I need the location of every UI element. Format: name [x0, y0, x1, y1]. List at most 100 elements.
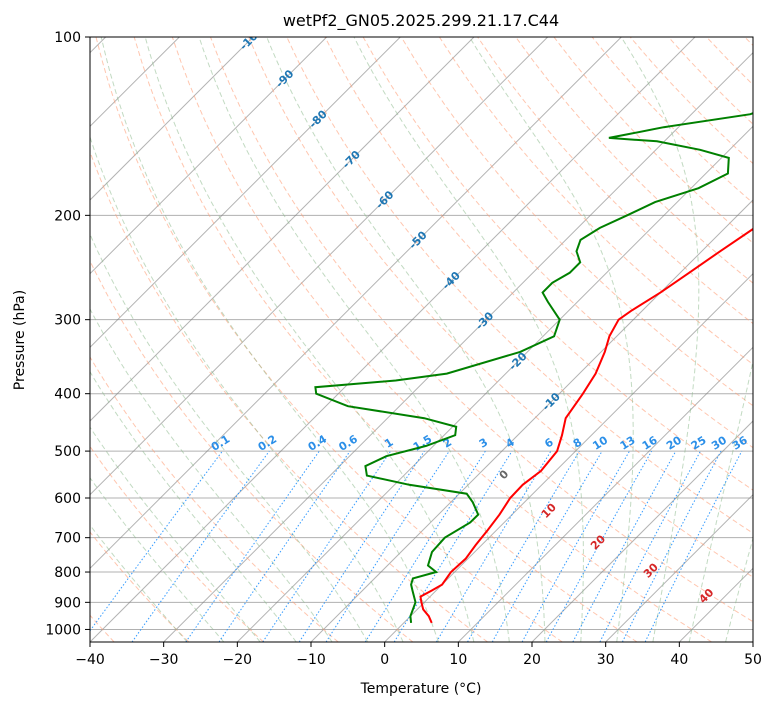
isotherm-line: [384, 272, 753, 642]
mixing-ratio-label: 30: [709, 433, 729, 452]
x-tick-label: −30: [149, 652, 179, 668]
y-tick-label: 200: [54, 208, 81, 224]
mixing-ratio-label: 6: [542, 435, 556, 450]
mixing-ratio-label: 10: [590, 433, 610, 452]
dry-adiabat-line: [515, 37, 753, 284]
dry-adiabat-line: [400, 37, 753, 407]
mixing-ratio-line: [262, 450, 392, 642]
moist-adiabat-label: 20: [588, 532, 608, 552]
x-tick-label: 0: [380, 652, 389, 668]
mixing-ratio-label: 1.5: [411, 432, 434, 453]
mixing-ratio-lines: [90, 450, 743, 642]
x-tick-label: 20: [523, 652, 541, 668]
moist-adiabat-line: [90, 308, 333, 642]
mixing-ratio-line: [621, 450, 722, 642]
x-axis-ticks: −40 −30 −20 −10 0 10 20 30 40 50: [75, 642, 762, 668]
isotherm-line: [457, 346, 753, 642]
moist-adiabat-label: 30: [641, 560, 661, 580]
mixing-ratio-label: 3: [477, 436, 490, 451]
moist-adiabat-line: [144, 37, 475, 642]
x-tick-label: −40: [75, 652, 105, 668]
moist-adiabat-line: [469, 37, 634, 642]
dry-adiabat-line: [668, 37, 753, 125]
moist-adiabat-line: [688, 358, 753, 642]
mixing-ratio-line: [90, 450, 223, 632]
mixing-ratio-label: 25: [689, 434, 709, 453]
isotherm-line: [90, 37, 328, 275]
moist-adiabat-line: [353, 37, 584, 642]
isotherm-gridlines: [90, 37, 753, 642]
mixing-ratio-line: [644, 450, 743, 642]
isotherm-line: [90, 37, 475, 422]
x-tick-label: −10: [296, 652, 326, 668]
x-tick-label: −20: [223, 652, 253, 668]
mixing-ratio-line: [325, 450, 450, 642]
mixing-ratio-line: [185, 450, 320, 642]
moist-adiabat-line: [90, 476, 225, 642]
mixing-ratio-label: 20: [664, 433, 684, 452]
background-lines: [90, 37, 753, 642]
mixing-ratio-line: [393, 450, 513, 642]
y-tick-label: 300: [54, 313, 81, 329]
dry-adiabat-line: [90, 259, 414, 642]
isobar-gridlines: [90, 37, 753, 630]
isotherm-line: [752, 641, 753, 642]
isotherm-line: [90, 37, 401, 349]
mixing-ratio-label: 1: [382, 436, 395, 451]
moist-adiabat-label: 10: [539, 501, 559, 521]
moist-adiabat-label: 0: [497, 467, 512, 482]
y-tick-label: 900: [54, 595, 81, 611]
mixing-ratio-line: [435, 450, 552, 642]
profiles: [314, 112, 753, 624]
mixing-ratio-label: 0.6: [337, 432, 361, 454]
isotherm-line: [90, 37, 549, 496]
moist-adiabat-line: [90, 232, 369, 642]
mixing-ratio-line: [298, 450, 425, 642]
y-axis-label: Pressure (hPa): [12, 290, 28, 390]
temperature-line: [419, 227, 753, 624]
mixing-ratio-label: 0.4: [306, 432, 330, 454]
isotherm-line: [90, 37, 696, 642]
mixing-ratio-label: 16: [640, 433, 660, 452]
plot-frame: [89, 36, 754, 643]
moist-adiabat-line: [198, 37, 510, 642]
dry-adiabat-line: [248, 37, 753, 578]
dry-adiabat-line: [362, 37, 753, 449]
y-tick-label: 1000: [45, 622, 81, 638]
dry-adiabat-line: [133, 37, 638, 642]
moist-adiabats: [90, 37, 753, 642]
moist-adiabat-line: [725, 536, 753, 642]
x-tick-label: 30: [597, 652, 615, 668]
moist-adiabat-line: [90, 524, 188, 642]
mixing-ratio-line: [521, 450, 630, 642]
dry-adiabat-line: [90, 445, 264, 642]
isotherm-line: [90, 37, 254, 201]
y-tick-label: 100: [54, 30, 81, 46]
dry-adiabat-line: [210, 37, 753, 623]
moist-adiabat-line: [266, 37, 546, 642]
mixing-ratio-line: [572, 450, 677, 642]
y-tick-label: 500: [54, 444, 81, 460]
isotherm-line: [605, 493, 753, 642]
isotherm-line: [163, 51, 753, 642]
mixing-ratio-line: [545, 450, 653, 642]
isotherm-line: [310, 199, 753, 642]
y-tick-label: 400: [54, 387, 81, 403]
x-tick-label: 40: [670, 652, 688, 668]
mixing-ratio-label: 0.1: [209, 432, 232, 453]
isotherm-label: -100: [237, 24, 266, 53]
isotherm-line: [90, 37, 622, 570]
moist-adiabat-line: [90, 135, 404, 642]
dry-adiabat-line: [90, 356, 339, 642]
isotherm-line: [531, 420, 753, 642]
moist-adiabat-line: [100, 37, 439, 642]
x-axis-label: Temperature (°C): [360, 681, 482, 697]
y-axis-ticks: 100 200 300 400 500 600 700 800 900 1000: [45, 30, 90, 638]
mixing-ratio-label: 13: [618, 434, 638, 453]
mixing-ratio-line: [599, 450, 701, 642]
dry-adiabat-line: [90, 531, 190, 642]
dry-adiabat-line: [744, 37, 753, 47]
mixing-ratio-line: [364, 450, 486, 642]
isotherm-line: [236, 125, 753, 642]
